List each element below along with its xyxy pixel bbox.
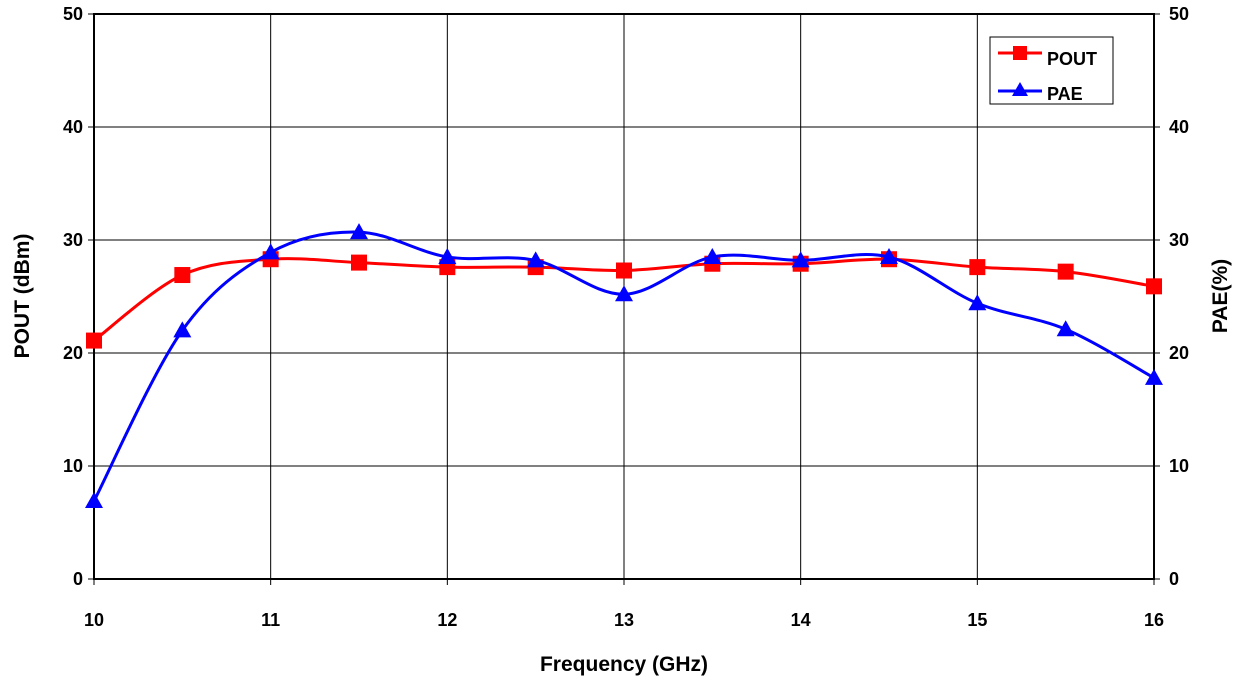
x-tick-label: 16 [1144,610,1164,630]
y-tick-label: 0 [73,569,83,589]
data-point-pae [615,285,633,302]
data-point-pae [791,251,810,268]
legend-marker-pae [1012,82,1028,96]
y2-tick-label: 20 [1169,343,1189,363]
y2-tick-label: 10 [1169,456,1189,476]
y2-axis-title: PAE(%) [1209,259,1232,333]
data-point-pae [1145,368,1163,385]
legend-label-pae: PAE [1047,84,1083,104]
data-point-pout [86,332,102,349]
series-layer [85,223,1163,509]
x-tick-label: 10 [84,610,104,630]
y-axis-title: POUT (dBm) [11,234,34,359]
data-point-pae [526,251,545,268]
x-axis-title: Frequency (GHz) [540,653,708,676]
legend-box [989,36,1114,105]
y-tick-label: 10 [63,456,83,476]
y-tick-label: 50 [63,4,83,24]
data-point-pout [174,267,191,284]
tick-labels: 10 11 12 13 14 15 16 0 10 20 30 40 50 0 10 20 30 40 50 [63,4,1189,630]
x-tick-label: 15 [967,610,987,630]
data-point-pae [261,243,280,260]
x-tick-label: 14 [791,610,811,630]
data-point-pout [1146,278,1162,295]
data-point-pae [85,492,103,509]
data-point-pout [1057,263,1074,280]
data-point-pae [1056,320,1075,337]
y2-tick-label: 0 [1169,569,1179,589]
plot-border [93,13,1155,580]
legend-label-pout: POUT [1047,49,1097,69]
data-point-pout [351,254,367,271]
data-point-pout [969,259,986,276]
data-point-pae [968,294,987,311]
data-point-pout [616,262,632,279]
y-tick-label: 40 [63,117,83,137]
x-tick-label: 13 [614,610,634,630]
data-point-pae [703,247,722,264]
y2-tick-label: 40 [1169,117,1189,137]
y2-tick-label: 30 [1169,230,1189,250]
y-tick-label: 30 [63,230,83,250]
y2-tick-label: 50 [1169,4,1189,24]
data-point-pae [173,321,192,338]
legend: POUT PAE [989,36,1114,105]
data-point-pae [350,223,368,240]
axes [88,13,1160,585]
x-tick-label: 12 [437,610,457,630]
x-tick-label: 11 [261,610,280,630]
y-tick-label: 20 [63,343,83,363]
data-point-pae [438,247,457,264]
data-point-pae [880,247,898,264]
legend-marker-pout [1013,46,1027,60]
